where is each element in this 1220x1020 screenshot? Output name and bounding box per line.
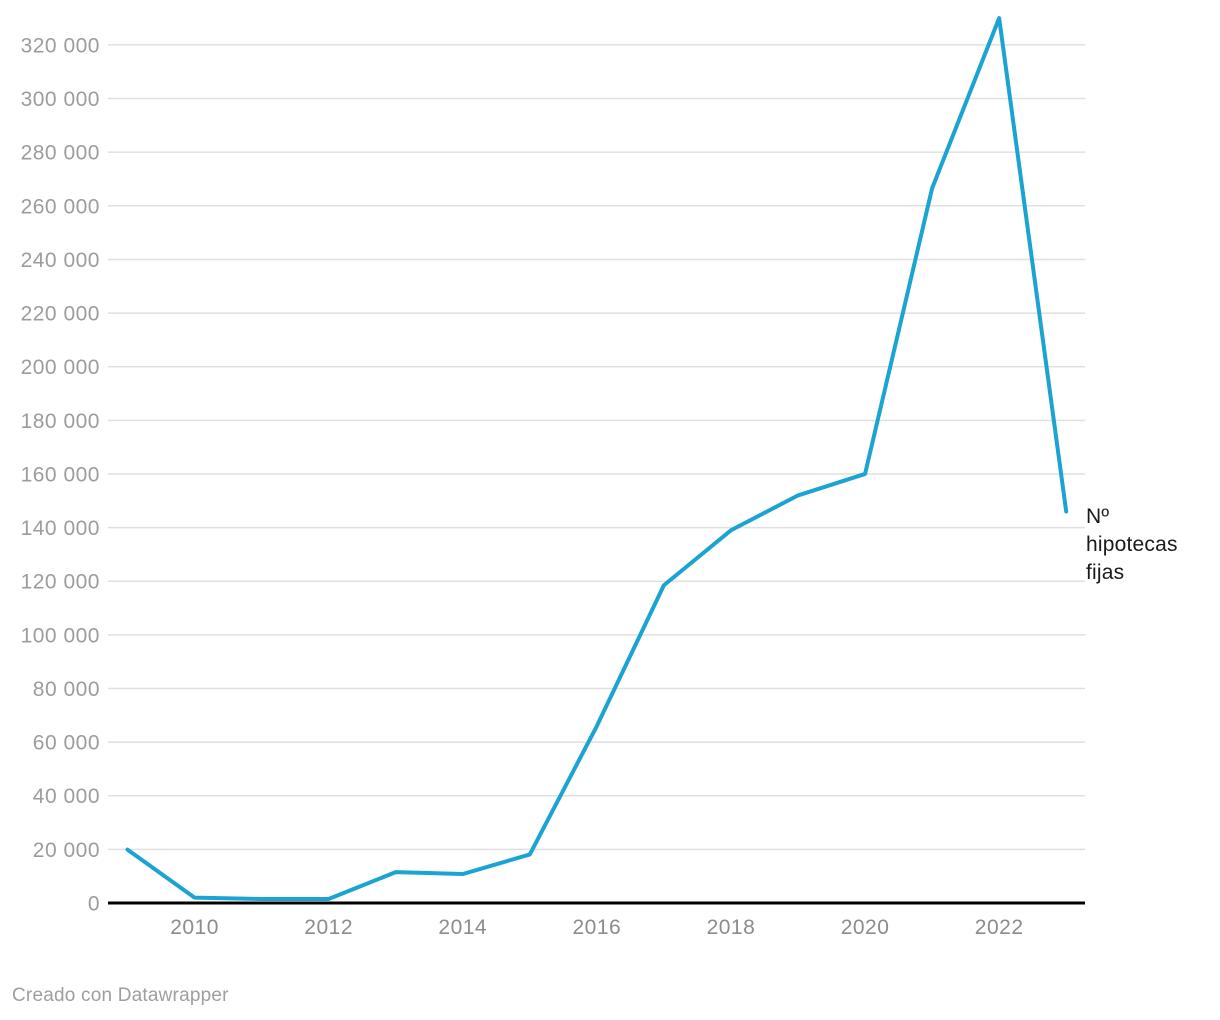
x-axis-labels: 2010 2012 2014 2016 2018 2020 2022 bbox=[170, 916, 1023, 939]
x-tick-label: 2010 bbox=[170, 916, 219, 939]
y-tick-label: 260 000 bbox=[21, 195, 100, 218]
y-tick-label: 60 000 bbox=[33, 732, 100, 755]
y-tick-label: 120 000 bbox=[21, 571, 100, 594]
series-line bbox=[125, 16, 1069, 901]
y-tick-label: 40 000 bbox=[33, 785, 100, 808]
datawrapper-attribution: Creado con Datawrapper bbox=[12, 985, 229, 1006]
y-tick-label: 200 000 bbox=[21, 356, 100, 379]
line-chart: 0 20 000 40 000 60 000 80 000 100 000 120 000 1… bbox=[21, 16, 1085, 939]
x-tick-label: 2018 bbox=[707, 916, 756, 939]
x-tick-label: 2022 bbox=[975, 916, 1024, 939]
y-tick-label: 160 000 bbox=[21, 463, 100, 486]
y-tick-label: 300 000 bbox=[21, 88, 100, 111]
y-tick-label: 0 bbox=[88, 893, 100, 916]
y-tick-label: 80 000 bbox=[33, 678, 100, 701]
x-tick-label: 2016 bbox=[572, 916, 621, 939]
y-tick-label: 20 000 bbox=[33, 839, 100, 862]
y-tick-label: 220 000 bbox=[21, 303, 100, 326]
y-tick-label: 140 000 bbox=[21, 517, 100, 540]
y-tick-label: 180 000 bbox=[21, 410, 100, 433]
y-tick-label: 240 000 bbox=[21, 249, 100, 272]
y-tick-label: 320 000 bbox=[21, 34, 100, 57]
y-axis-labels: 0 20 000 40 000 60 000 80 000 100 000 120 000 1… bbox=[21, 34, 100, 915]
x-tick-label: 2014 bbox=[438, 916, 487, 939]
y-gridlines bbox=[108, 44, 1085, 851]
y-tick-label: 100 000 bbox=[21, 624, 100, 647]
x-tick-label: 2012 bbox=[304, 916, 353, 939]
y-tick-label: 280 000 bbox=[21, 142, 100, 165]
x-tick-label: 2020 bbox=[841, 916, 890, 939]
series-end-label: Nº hipotecas fijas bbox=[1086, 505, 1178, 584]
